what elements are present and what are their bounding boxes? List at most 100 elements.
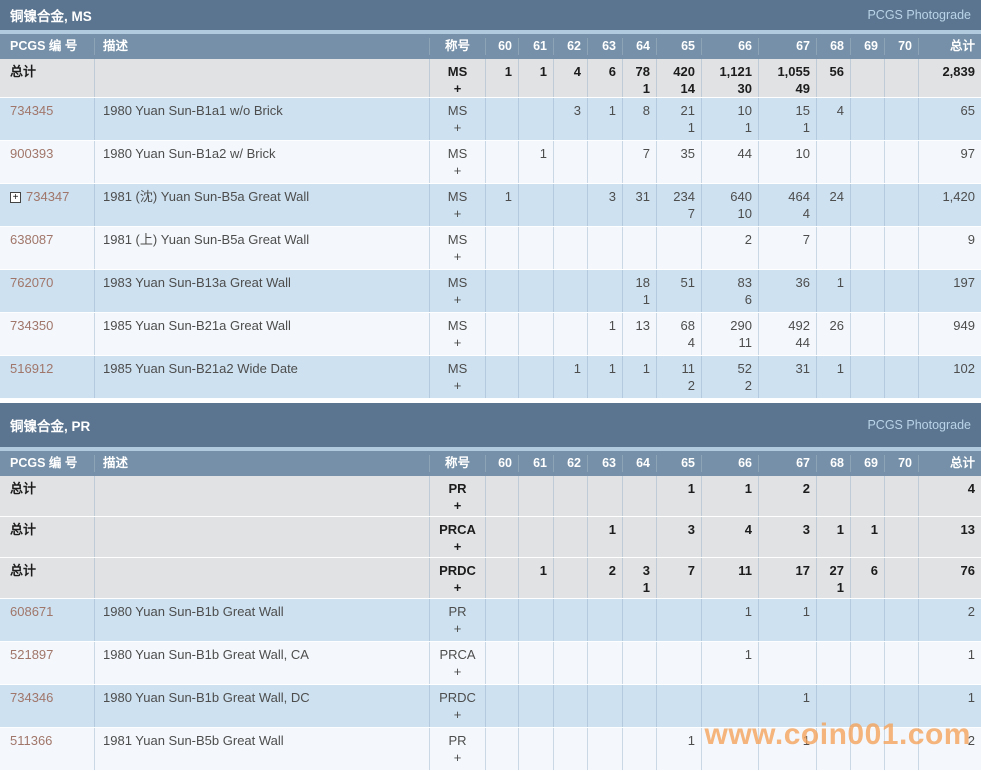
grade-cell	[554, 476, 588, 516]
grade-cell: 7	[759, 227, 817, 269]
column-header: 62	[554, 38, 588, 55]
grade-count: 1	[504, 64, 512, 79]
grade-cell: 1	[519, 141, 554, 183]
grade-count: 8	[642, 103, 650, 118]
pcgs-number-link[interactable]: 516912	[10, 361, 54, 376]
grade-cell	[885, 59, 919, 97]
grade-cell	[519, 98, 554, 140]
grade-cell	[885, 728, 919, 770]
grade-count: 1	[744, 481, 752, 496]
grade-cell	[851, 476, 885, 516]
pcgs-number-link[interactable]: 734347	[26, 189, 70, 204]
row-total: 1,420	[942, 189, 975, 204]
coin-row: 734345 1980 Yuan Sun-B1a1 w/o Brick MS +3 1 8…	[0, 98, 981, 141]
grade-count: 2	[802, 481, 810, 496]
column-header: PCGS 编 号	[0, 455, 95, 472]
designation-plus: +	[453, 378, 462, 393]
grade-count: 1	[802, 604, 810, 619]
designation-plus: +	[453, 163, 462, 178]
pcgs-number-link[interactable]: 521897	[10, 647, 54, 662]
coin-description: 1980 Yuan Sun-B1a1 w/o Brick	[95, 98, 430, 140]
grade-count: 420	[673, 64, 695, 79]
grade-count: 13	[635, 318, 650, 333]
grade-cell	[885, 558, 919, 598]
grade-cell	[554, 558, 588, 598]
pcgs-number-link[interactable]: 734346	[10, 690, 54, 705]
grade-cell: 78 1	[623, 59, 657, 97]
grade-plus-count: 11	[738, 335, 753, 350]
designation-cell: MS +	[430, 356, 486, 398]
pcgs-number-link[interactable]: 511366	[10, 733, 53, 748]
grade-cell	[519, 517, 554, 557]
designation-plus: +	[453, 664, 462, 679]
grade-cell	[588, 642, 623, 684]
grade-count: 1	[608, 361, 616, 376]
pcgs-number-link[interactable]: 762070	[10, 275, 54, 290]
grade-count: 3	[608, 189, 616, 204]
column-header: 61	[519, 38, 554, 55]
grade-count: 290	[730, 318, 752, 333]
grade-cell: 1	[486, 184, 519, 226]
grade-cell	[486, 476, 519, 516]
grade-count: 4	[744, 522, 752, 537]
grade-count: 10	[795, 146, 810, 161]
grade-cell: 1	[588, 313, 623, 355]
grade-count: 2	[608, 563, 616, 578]
pcgs-number-cell: 521897	[0, 642, 95, 684]
total-row: 总计 MS +1 1 4 6 78 1 420 14 1,121 30 1,055 49 56 2,839	[0, 59, 981, 98]
grade-count: 11	[681, 361, 696, 376]
grade-cell: 3	[657, 517, 702, 557]
coin-row: 516912 1985 Yuan Sun-B21a2 Wide Date MS +1 1…	[0, 356, 981, 399]
grade-count: 1	[504, 189, 512, 204]
grade-cell	[486, 599, 519, 641]
designation-plus: +	[453, 498, 462, 513]
pcgs-number-cell: 608671	[0, 599, 95, 641]
grade-cell: 1	[702, 476, 759, 516]
grade-count: 6	[870, 563, 878, 578]
photograde-link[interactable]: PCGS Photograde	[867, 418, 971, 432]
grade-plus-count: 44	[795, 335, 810, 350]
table-title: 铜镍合金, PR	[10, 419, 91, 434]
grade-cell: 1	[519, 558, 554, 598]
grade-cell	[851, 59, 885, 97]
pcgs-number-link[interactable]: 608671	[10, 604, 54, 619]
grade-plus-count: 14	[680, 81, 695, 96]
photograde-link[interactable]: PCGS Photograde	[867, 8, 971, 22]
grade-cell	[554, 184, 588, 226]
grade-cell	[519, 356, 554, 398]
coin-row: 608671 1980 Yuan Sun-B1b Great Wall PR +1 1 2	[0, 599, 981, 642]
grade-cell	[885, 642, 919, 684]
column-header: PCGS 编 号	[0, 38, 95, 55]
row-total: 2	[967, 604, 975, 619]
designation-cell: PRCA +	[430, 642, 486, 684]
designation-plus: +	[453, 249, 462, 264]
grade-count: 1,055	[777, 64, 810, 79]
grade-cell: 31	[623, 184, 657, 226]
grade-cell	[588, 270, 623, 312]
designation-plus: +	[453, 750, 462, 765]
grade-cell	[554, 270, 588, 312]
pcgs-number-link[interactable]: 900393	[10, 146, 54, 161]
expand-icon[interactable]: +	[10, 192, 21, 203]
grade-cell: 1	[759, 599, 817, 641]
pcgs-number-link[interactable]: 638087	[10, 232, 54, 247]
grade-cell	[486, 558, 519, 598]
grade-cell: 1	[486, 59, 519, 97]
grade-cell	[817, 227, 851, 269]
grade-cell: 1,055 49	[759, 59, 817, 97]
grade-count: 1	[836, 522, 844, 537]
pcgs-number-link[interactable]: 734350	[10, 318, 54, 333]
coin-row: 900393 1980 Yuan Sun-B1a2 w/ Brick MS +1 7 35…	[0, 141, 981, 184]
pcgs-number-cell: 511366	[0, 728, 95, 770]
designation-cell: PRDC +	[430, 685, 486, 727]
grade-cell	[885, 476, 919, 516]
grade-count: 4	[836, 103, 844, 118]
designation-plus: +	[453, 292, 462, 307]
grade-cell	[623, 685, 657, 727]
table-title-bar: 铜镍合金, MS PCGS Photograde	[0, 0, 981, 34]
pcgs-number-cell: 总计	[0, 558, 95, 598]
grade-cell	[554, 227, 588, 269]
pcgs-number-link[interactable]: 734345	[10, 103, 54, 118]
